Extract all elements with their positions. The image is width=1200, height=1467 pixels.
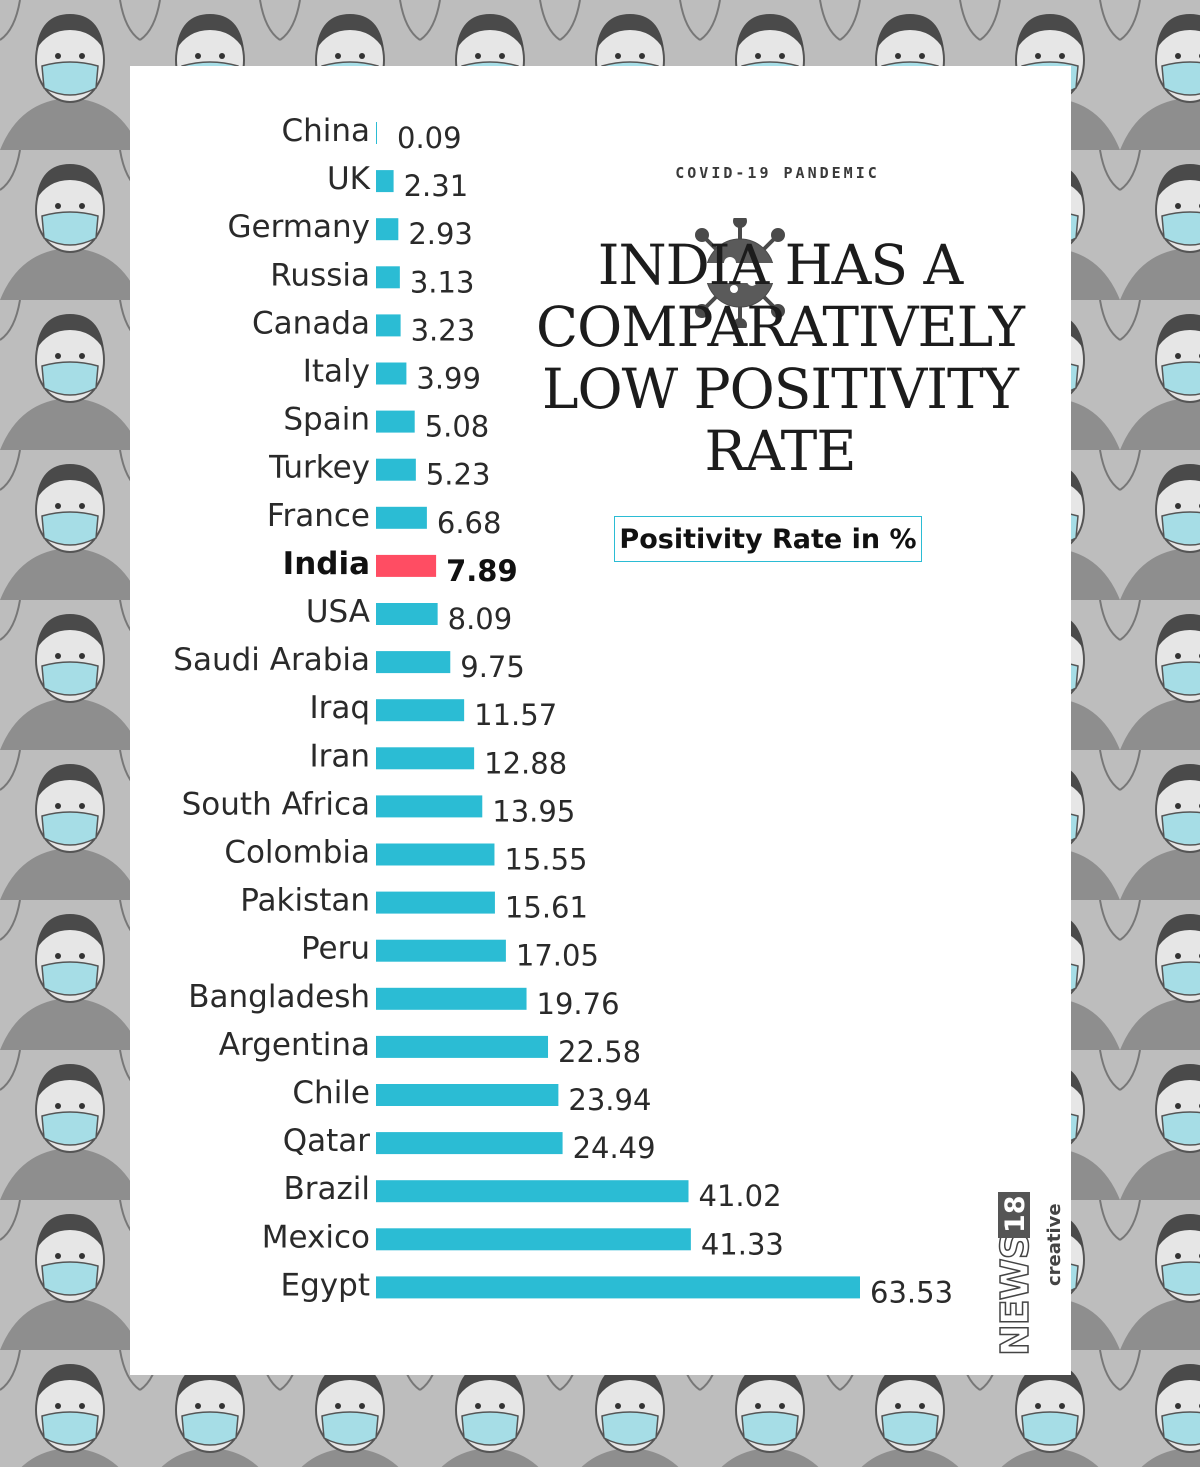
value-label: 15.61 [505,891,588,925]
logo-sub: creative [1044,1203,1064,1286]
value-label: 19.76 [537,987,620,1021]
bar [376,1180,689,1203]
news18-logo: NEWS 18 creative [992,1192,1064,1357]
value-label: 8.09 [448,602,513,636]
bar [376,651,451,674]
category-label: Egypt [281,1267,370,1303]
value-label: 13.95 [492,794,575,828]
bar [376,1084,559,1106]
category-label: USA [306,594,370,630]
bar [376,891,495,914]
bar [376,506,427,529]
category-label: Mexico [262,1219,370,1255]
legend-label: Positivity Rate in % [619,523,917,555]
category-label: India [283,546,370,582]
bar [376,362,407,385]
value-label: 41.33 [701,1227,784,1261]
category-label: UK [327,161,371,197]
virus-icon [652,218,828,328]
category-label: Russia [270,257,370,293]
bar [376,1132,563,1155]
value-label: 9.75 [460,650,525,684]
value-label: 24.49 [573,1131,656,1165]
bar-highlight [376,554,437,577]
category-label: Canada [252,305,370,341]
value-label: 3.13 [410,265,475,299]
bar [376,314,401,337]
value-label: 2.93 [408,217,473,251]
bar [376,170,394,193]
value-label: 3.99 [416,362,481,396]
bar [376,747,475,770]
bar [376,795,483,818]
value-label: 23.94 [568,1083,651,1117]
value-label: 22.58 [558,1035,641,1069]
bar [376,1035,549,1058]
bar [376,266,400,289]
value-label: 15.55 [504,843,587,877]
category-label: Colombia [224,835,370,871]
value-label: 12.88 [484,746,567,780]
category-label: Qatar [283,1123,371,1159]
value-label: 0.09 [397,121,462,155]
legend-box: Positivity Rate in % [614,516,922,562]
bar [376,603,438,625]
category-label: China [281,113,370,149]
logo-word: NEWS [993,1233,1037,1356]
value-label: 3.23 [411,313,476,347]
page-title: INDIA HAS A COMPARATIVELY LOW POSITIVITY… [536,233,1025,483]
category-label: Germany [228,209,370,245]
value-label: 11.57 [474,698,557,732]
category-label: Brazil [283,1171,370,1207]
category-label: Saudi Arabia [173,642,370,678]
category-label: Pakistan [240,883,370,919]
value-label: 7.89 [446,554,518,588]
value-label: 5.23 [426,458,491,492]
value-label: 5.08 [425,410,490,444]
logo-number: 18 [1000,1195,1031,1233]
category-label: France [267,498,370,534]
category-label: Iran [309,738,370,774]
bar [376,122,377,144]
badge-text: COVID-19 PANDEMIC [675,164,880,182]
category-label: Iraq [309,690,370,726]
category-label: Bangladesh [188,979,370,1015]
positivity-bar-chart: China 0.09 UK 2.31 Germany 2.93 Russia 3.13 Cana… [173,113,953,1309]
category-label: Italy [303,354,370,390]
value-label: 63.53 [870,1275,953,1309]
value-label: 17.05 [516,939,599,973]
bar [376,458,416,481]
infographic-card: China 0.09 UK 2.31 Germany 2.93 Russia 3.13 Cana… [130,66,1071,1375]
bar [376,843,495,866]
category-label: South Africa [182,786,370,822]
category-label: Argentina [219,1027,370,1063]
bar [376,1276,860,1299]
category-label: Chile [292,1075,370,1111]
bar [376,987,527,1010]
bar [376,410,415,433]
bar [376,699,465,722]
value-label: 6.68 [437,506,502,540]
category-label: Turkey [268,450,370,486]
value-label: 2.31 [404,169,469,203]
bar [376,1228,691,1251]
bar [376,939,506,962]
value-label: 41.02 [699,1179,782,1213]
category-label: Peru [301,931,370,967]
category-label: Spain [283,402,370,438]
bar [376,218,399,241]
